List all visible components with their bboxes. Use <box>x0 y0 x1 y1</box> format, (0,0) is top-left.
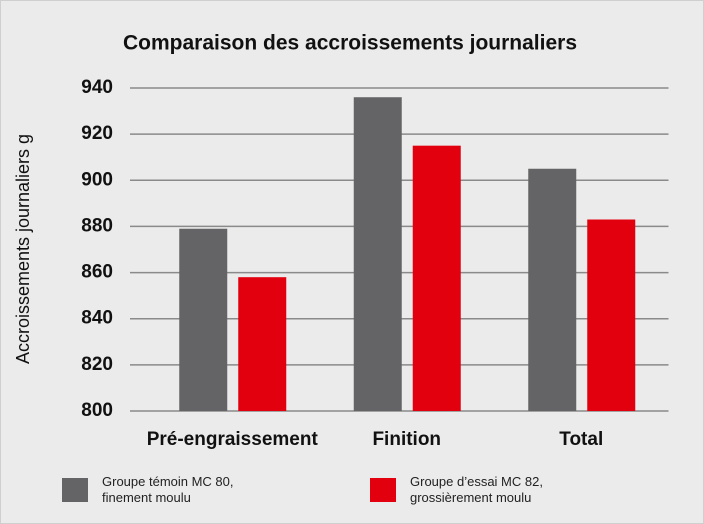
y-tick-label: 920 <box>81 123 113 144</box>
bar <box>587 219 636 411</box>
x-tick-label: Total <box>559 429 603 450</box>
y-tick-label: 860 <box>81 262 113 283</box>
legend-swatch <box>62 478 88 502</box>
y-tick-label: 840 <box>81 308 113 329</box>
y-tick-label: 940 <box>81 77 113 98</box>
y-axis-label: Accroissements journaliers g <box>13 134 33 364</box>
y-tick-label: 800 <box>81 400 113 421</box>
y-tick-label: 820 <box>81 354 113 375</box>
bar <box>353 97 402 411</box>
legend-swatch <box>370 478 396 502</box>
legend-label: Groupe témoin MC 80, finement moulu <box>102 474 234 505</box>
y-tick-label: 900 <box>81 169 113 190</box>
bar <box>412 145 461 411</box>
bar <box>238 277 287 411</box>
bar <box>179 228 228 411</box>
chart-title: Comparaison des accroissements journalie… <box>123 32 577 55</box>
x-tick-label: Finition <box>372 429 441 450</box>
bar <box>528 168 577 411</box>
x-tick-label: Pré-engraissement <box>147 429 319 450</box>
legend-label: Groupe d’essai MC 82, grossièrement moul… <box>410 474 543 505</box>
y-tick-label: 880 <box>81 215 113 236</box>
